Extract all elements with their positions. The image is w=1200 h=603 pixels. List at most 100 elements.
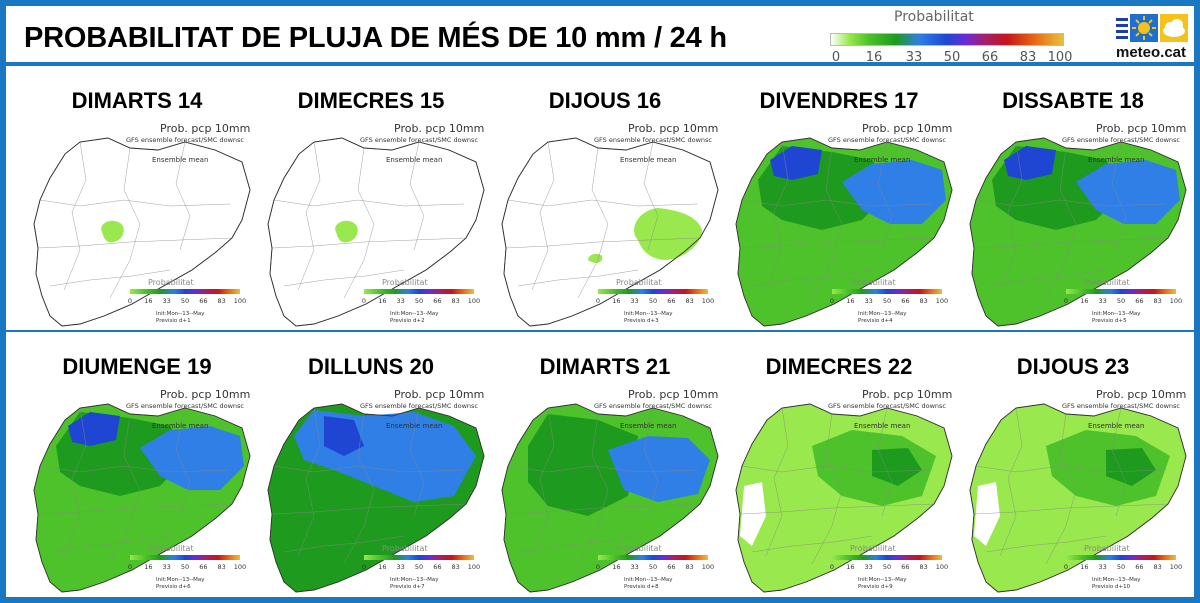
mini-tick: 83 [685, 563, 694, 571]
probability-area [608, 436, 710, 502]
day-label: DIMECRES 22 [765, 354, 913, 379]
mini-legend-title: Probabilitat [148, 544, 194, 553]
day-label: DIMARTS 14 [71, 88, 203, 113]
ensemble-label: Ensemble mean [1088, 156, 1145, 164]
mini-tick: 50 [882, 297, 892, 305]
forecast-line: Previsio d+4 [858, 318, 893, 324]
init-line: Init:Mon--13--May [390, 577, 439, 583]
mini-ticks: 0 16 33 50 66 83 100 [1064, 563, 1182, 572]
mini-legend-title: Probabilitat [616, 544, 662, 553]
mini-tick: 50 [648, 297, 658, 305]
probability-area [1004, 146, 1056, 180]
probability-area [68, 412, 120, 446]
forecast-panel-10: DIJOUS 23 Prob. pcp 10mm GFS ensemble fo… [956, 336, 1190, 594]
init-line: Init:Mon--13--May [1092, 577, 1141, 583]
mini-tick: 0 [595, 563, 601, 571]
header-banner: PROBABILITAT DE PLUJA DE MÉS DE 10 mm / … [6, 6, 1194, 65]
mini-ticks: 0 16 33 50 66 83 100 [128, 563, 246, 572]
mini-ticks: 0 16 33 50 66 83 100 [829, 297, 948, 306]
mini-tick: 66 [901, 563, 910, 571]
day-label: DIMARTS 21 [539, 354, 671, 379]
mini-tick: 33 [630, 563, 639, 571]
mini-color-scale [598, 555, 708, 560]
forecast-panel-1: DIMARTS 14 Prob. pcp 10mm GFS ensemble f… [20, 70, 254, 328]
init-line: Init:Mon--13--May [624, 311, 673, 317]
mini-tick: 0 [127, 297, 133, 305]
legend-tick: 0 [831, 50, 841, 65]
mini-tick: 16 [144, 563, 153, 571]
mini-tick: 50 [180, 297, 190, 305]
mini-color-scale [1066, 555, 1176, 560]
mini-legend-title: Probabilitat [850, 544, 896, 553]
day-label: DIVENDRES 17 [759, 88, 919, 113]
init-line: Init:Mon--13--May [624, 577, 673, 583]
mini-tick: 66 [199, 563, 208, 571]
mini-tick: 0 [1063, 297, 1069, 305]
mini-tick: 100 [1169, 563, 1183, 571]
probability-area [335, 220, 358, 243]
probability-area [1106, 448, 1156, 486]
mini-tick: 66 [1135, 563, 1144, 571]
ensemble-label: Ensemble mean [620, 156, 677, 164]
comarca-boundaries [739, 141, 935, 299]
forecast-line: Previsio d+3 [624, 318, 659, 324]
mini-color-scale [364, 289, 474, 294]
model-line: GFS ensemble forecast/SMC downsc [828, 402, 946, 410]
forecast-panel-2: DIMECRES 15 Prob. pcp 10mm GFS ensemble … [254, 70, 488, 328]
mini-tick: 66 [199, 297, 208, 305]
mini-tick: 100 [467, 563, 481, 571]
mini-tick: 50 [882, 563, 892, 571]
catalonia-probability-map [735, 403, 953, 593]
mini-tick: 33 [630, 297, 639, 305]
day-label: DIJOUS 16 [548, 88, 662, 113]
prob-title: Prob. pcp 10mm [1096, 122, 1187, 135]
mini-legend-title: Probabilitat [616, 278, 662, 287]
probability-area [872, 448, 922, 486]
mini-tick: 66 [433, 297, 442, 305]
catalonia-probability-map [267, 137, 485, 327]
catalonia-probability-map [33, 403, 251, 593]
mini-tick: 16 [612, 297, 621, 305]
mini-tick: 0 [829, 297, 835, 305]
catalonia-probability-map [267, 403, 485, 593]
mini-tick: 83 [919, 563, 928, 571]
mini-ticks: 0 16 33 50 66 83 100 [127, 297, 246, 306]
model-line: GFS ensemble forecast/SMC downsc [594, 136, 712, 144]
probability-area [588, 253, 603, 263]
init-line: Init:Mon--13--May [858, 311, 907, 317]
day-label: DIUMENGE 19 [62, 354, 212, 379]
forecast-panel-6: DIUMENGE 19 Prob. pcp 10mm GFS ensemble … [20, 336, 254, 594]
ensemble-label: Ensemble mean [152, 156, 209, 164]
model-line: GFS ensemble forecast/SMC downsc [126, 136, 244, 144]
model-line: GFS ensemble forecast/SMC downsc [828, 136, 946, 144]
day-label: DIJOUS 23 [1016, 354, 1130, 379]
legend-tick: 50 [943, 50, 961, 65]
mini-tick: 16 [846, 297, 855, 305]
mini-color-scale [598, 289, 708, 294]
forecast-panel-7: DILLUNS 20 Prob. pcp 10mm GFS ensemble f… [254, 336, 488, 594]
mini-tick: 16 [1080, 563, 1089, 571]
model-line: GFS ensemble forecast/SMC downsc [1062, 402, 1180, 410]
forecast-panel-5: DISSABTE 18 Prob. pcp 10mm GFS ensemble … [956, 70, 1190, 328]
catalonia-probability-map [969, 403, 1187, 593]
probability-area [140, 426, 244, 490]
prob-title: Prob. pcp 10mm [1096, 388, 1187, 401]
probability-area [634, 208, 702, 260]
mini-tick: 83 [685, 297, 694, 305]
mini-tick: 16 [612, 563, 621, 571]
mini-tick: 83 [919, 297, 928, 305]
mini-tick: 83 [1153, 297, 1162, 305]
probability-area [324, 416, 364, 456]
mini-tick: 100 [935, 563, 949, 571]
mini-tick: 66 [433, 563, 442, 571]
init-line: Init:Mon--13--May [156, 577, 205, 583]
init-line: Init:Mon--13--May [390, 311, 439, 317]
mini-tick: 100 [233, 563, 247, 571]
probability-area [528, 414, 638, 516]
comarca-boundaries [37, 407, 233, 565]
mini-tick: 66 [667, 297, 676, 305]
day-label: DILLUNS 20 [308, 354, 434, 379]
forecast-line: Previsio d+6 [156, 584, 191, 590]
ensemble-label: Ensemble mean [386, 156, 443, 164]
forecast-line: Previsio d+5 [1092, 318, 1127, 324]
